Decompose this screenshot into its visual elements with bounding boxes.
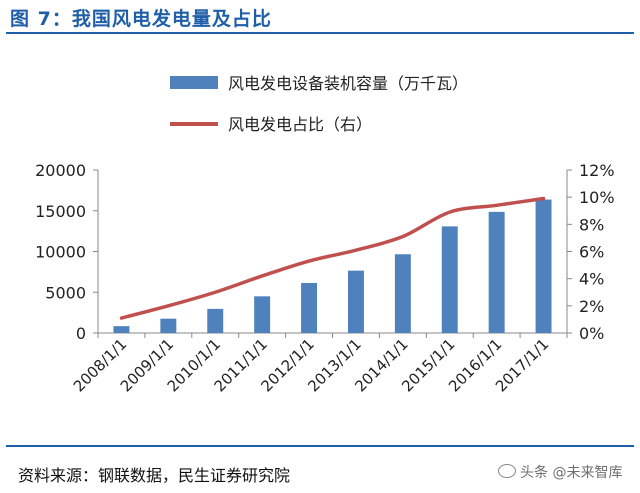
y-right-tick-label: 0%	[579, 324, 604, 343]
bar	[394, 254, 411, 333]
bar	[207, 308, 224, 333]
bar	[441, 226, 458, 333]
y-right-tick-label: 6%	[579, 243, 604, 262]
axes: 050001000015000200000%2%4%6%8%10%12%2008…	[35, 161, 614, 395]
legend-line-label: 风电发电占比（右）	[228, 115, 372, 134]
y-left-tick-label: 15000	[35, 202, 86, 221]
legend: 风电发电设备装机容量（万千瓦） 风电发电占比（右）	[170, 74, 468, 134]
y-right-tick-label: 8%	[579, 215, 604, 234]
share-line	[119, 196, 546, 320]
bar	[535, 199, 552, 333]
y-right-tick-label: 2%	[579, 297, 604, 316]
chat-bubble-icon	[498, 464, 516, 478]
source-note: 资料来源：钢联数据，民生证券研究院	[18, 466, 291, 485]
bar	[113, 326, 130, 333]
legend-bar-swatch	[170, 76, 218, 89]
y-left-tick-label: 0	[76, 324, 86, 343]
y-right-tick-label: 12%	[579, 161, 615, 180]
watermark: 头条 @未来智库	[498, 462, 622, 482]
y-left-tick-label: 10000	[35, 243, 86, 262]
y-right-tick-label: 4%	[579, 270, 604, 289]
line-series	[119, 196, 546, 320]
bar	[347, 270, 364, 333]
bars	[113, 199, 552, 333]
bar	[254, 296, 271, 333]
bar	[301, 282, 318, 333]
bar	[160, 318, 177, 333]
y-left-tick-label: 20000	[35, 161, 86, 180]
bar	[488, 211, 505, 333]
y-right-tick-label: 10%	[579, 188, 615, 207]
legend-bar-label: 风电发电设备装机容量（万千瓦）	[228, 74, 468, 93]
y-left-tick-label: 5000	[45, 283, 86, 302]
chart: 风电发电设备装机容量（万千瓦） 风电发电占比（右） 0 5000 10000 15000…	[35, 74, 614, 395]
title-rule	[6, 32, 634, 34]
watermark-text: 头条 @未来智库	[520, 465, 623, 481]
footer-rule	[6, 445, 634, 447]
figure-title: 图 7：我国风电发电量及占比	[10, 8, 272, 30]
